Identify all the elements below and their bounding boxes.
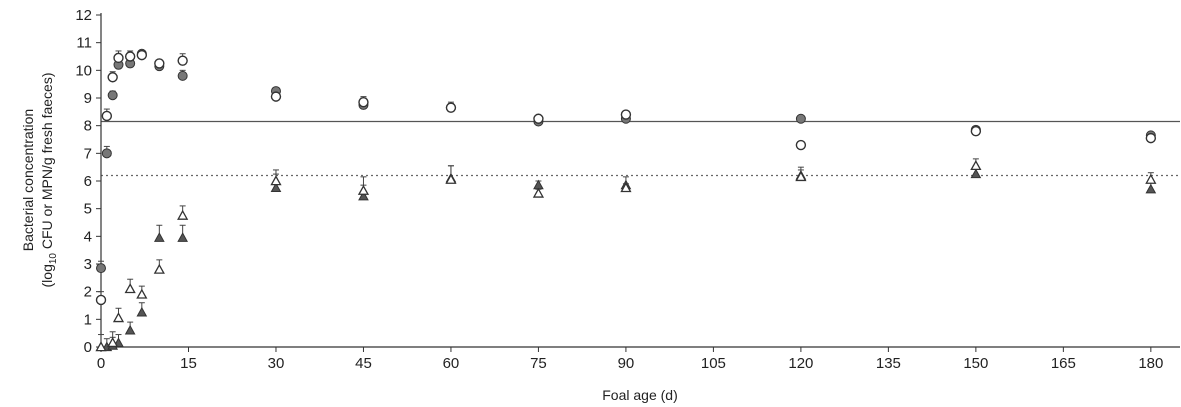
data-point [107, 72, 118, 83]
data-point [95, 341, 107, 352]
data-point [795, 113, 806, 124]
x-tick-label: 45 [355, 355, 372, 372]
data-point [1145, 183, 1157, 194]
data-point [358, 96, 369, 108]
x-tick-label: 0 [97, 355, 105, 372]
data-point [124, 283, 136, 294]
x-tick-label: 135 [876, 355, 901, 372]
data-point [445, 102, 457, 113]
x-tick-label: 15 [180, 355, 197, 372]
data-point [532, 187, 545, 198]
reference-lines [101, 120, 1180, 177]
data-point [358, 190, 369, 201]
y-tick-label: 4 [84, 228, 92, 245]
axes [100, 13, 1180, 348]
x-tick-label: 75 [530, 355, 547, 372]
data-point [970, 125, 982, 137]
series-triangle-open [95, 158, 1157, 352]
x-tick-label: 165 [1051, 355, 1076, 372]
x-tick-label: 180 [1138, 355, 1163, 372]
data-point [136, 49, 148, 61]
y-axis-title-line2: (log10 CFU or MPN/g fresh faeces) [39, 73, 59, 288]
data-point [620, 182, 632, 193]
data-point [357, 184, 370, 195]
data-series [95, 48, 1157, 352]
y-axis-title-prefix: (log [39, 264, 55, 287]
data-point [270, 91, 282, 102]
y-tick-label: 8 [84, 118, 92, 135]
data-point [270, 182, 282, 193]
data-point [177, 70, 188, 81]
y-tick-label: 5 [84, 201, 92, 218]
y-tick-label: 6 [84, 173, 92, 190]
x-axis-title: Foal age (d) [602, 387, 677, 403]
data-point [1145, 132, 1157, 144]
series-circle-filled [96, 48, 1156, 274]
x-tick-label: 60 [443, 355, 460, 372]
data-point [101, 110, 113, 122]
data-point [153, 232, 165, 242]
data-point [107, 90, 118, 101]
data-point [101, 148, 112, 159]
y-tick-label: 1 [84, 311, 92, 328]
data-point [1145, 173, 1157, 184]
y-tick-label: 12 [75, 7, 92, 24]
x-tick-label: 150 [963, 355, 988, 372]
data-point [153, 263, 165, 274]
series-circle-open [95, 49, 1157, 306]
data-point [124, 324, 136, 335]
data-point [136, 306, 148, 317]
data-point [124, 51, 136, 62]
data-point [970, 159, 982, 171]
y-axis-title-suffix: CFU or MPN/g fresh faeces) [39, 73, 55, 254]
y-tick-label: 7 [84, 145, 92, 162]
data-point [96, 263, 106, 274]
y-axis-title-subscript: 10 [48, 253, 59, 265]
x-axis-ticks: 0 15 30 45 60 75 90 105 120 135 150 165 180 [97, 347, 1163, 372]
y-axis-title-line1: Bacterial concentration [20, 109, 36, 251]
data-point [970, 168, 982, 179]
data-point [177, 55, 188, 66]
data-point [136, 288, 148, 299]
y-tick-label: 3 [84, 256, 92, 273]
data-point [112, 312, 125, 323]
y-tick-label: 9 [84, 90, 92, 107]
x-tick-label: 105 [701, 355, 726, 372]
data-point [445, 173, 457, 184]
x-tick-label: 120 [788, 355, 813, 372]
data-point [795, 139, 807, 151]
x-tick-label: 90 [618, 355, 635, 372]
data-point [107, 337, 119, 348]
y-tick-label: 0 [84, 339, 92, 356]
data-point [795, 171, 807, 182]
data-point [177, 209, 189, 220]
data-point [95, 294, 107, 306]
y-tick-label: 11 [76, 35, 92, 52]
data-point [533, 179, 544, 190]
data-point [154, 58, 165, 69]
x-tick-label: 30 [268, 355, 285, 372]
y-tick-label: 2 [84, 284, 92, 301]
y-tick-label: 10 [75, 62, 92, 79]
series-triangle-filled [101, 165, 1157, 352]
data-point [177, 232, 189, 242]
data-point [620, 109, 632, 120]
data-point [270, 175, 282, 186]
data-point [533, 113, 544, 124]
data-point [113, 52, 124, 64]
